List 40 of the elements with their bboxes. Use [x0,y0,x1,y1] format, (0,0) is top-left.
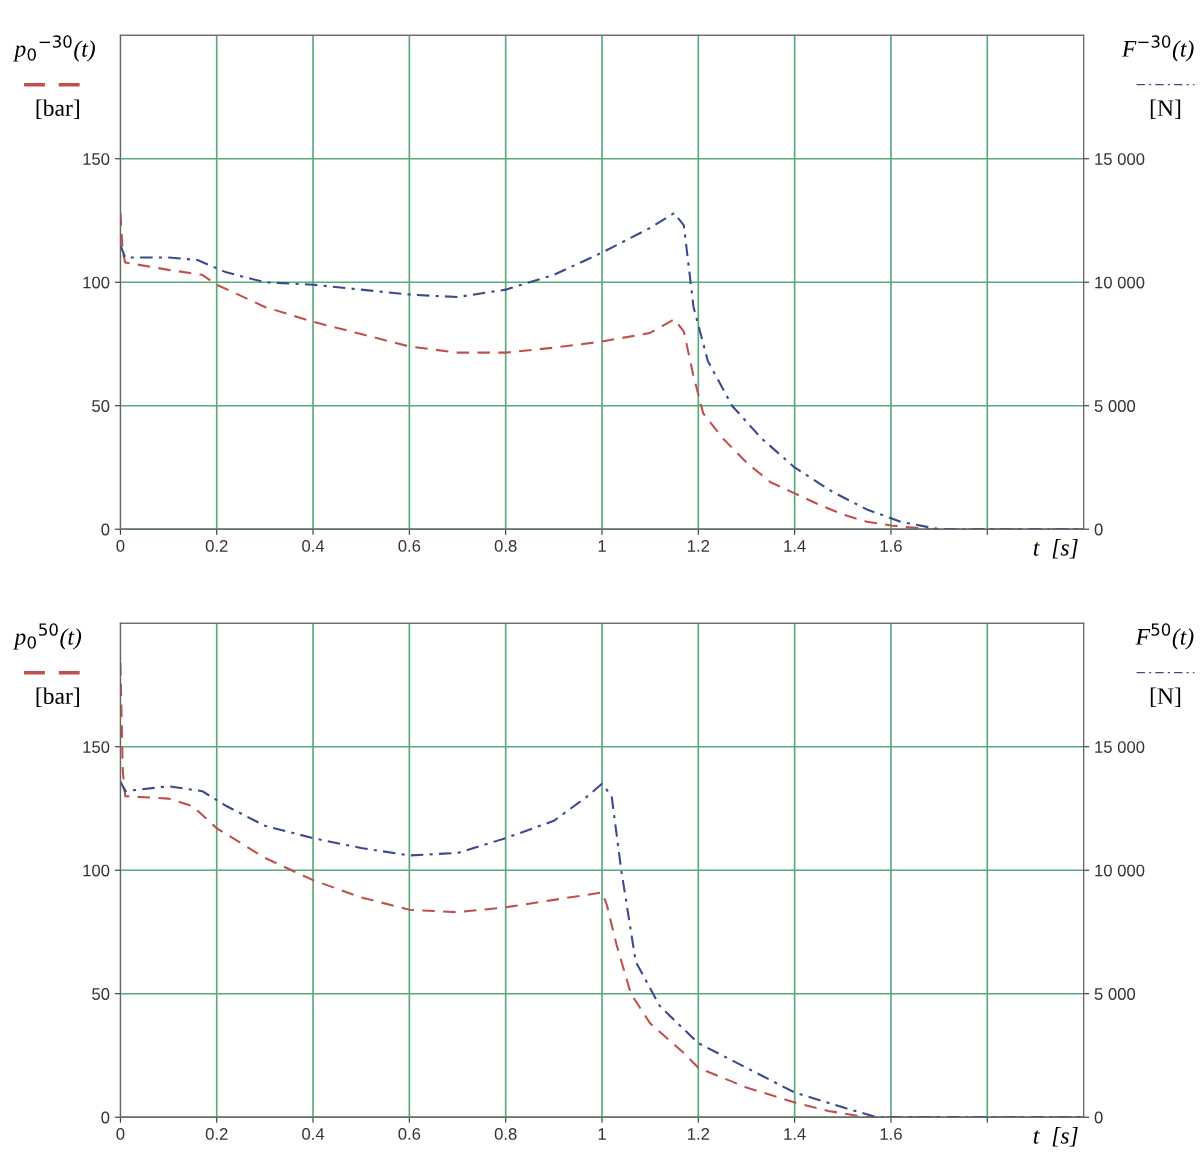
x-tick-label: 0.2 [205,1128,228,1140]
y-tick-label: 50 [92,400,110,412]
x-tick-label: 0.2 [205,540,228,552]
y2-tick-label: 0 [1094,1111,1103,1124]
x-axis-title: t [s] [1033,539,1078,559]
y2-tick-label: 10 000 [1095,864,1145,877]
x-tick-label: 0.6 [398,540,421,552]
x-tick-label: 1.2 [688,1128,710,1140]
text: F$^{−30}$(t) [N] [1121,35,1194,120]
text: p$_{0}$$^{−30}$(t) [bar] [13,35,95,120]
y2-tick-label: 5 000 [1094,400,1136,412]
x-tick-label: 0.8 [494,1128,517,1140]
x-tick-label: 0.4 [302,1128,325,1140]
x-axis-title: t [s] [1033,1127,1078,1147]
x-tick-label: 1.6 [880,1128,902,1140]
x-tick-label: 1 [598,540,606,552]
y-tick-label: 0 [101,523,110,536]
text: p$_{0}$$^{50}$(t) [bar] [13,623,82,708]
x-tick-label: 1.2 [688,540,710,552]
y-tick-label: 150 [83,153,110,165]
x-tick-label: 0.8 [494,540,517,552]
x-tick-label: 0 [116,1128,125,1140]
x-tick-label: 0 [116,540,125,552]
x-tick-label: 1.6 [880,540,902,552]
x-tick-label: 0.4 [302,540,325,552]
y-tick-label: 100 [83,864,110,877]
y-tick-label: 0 [101,1111,110,1124]
x-tick-label: 1 [598,1128,606,1140]
y-tick-label: 50 [92,988,110,1000]
y-tick-label: 150 [83,741,110,753]
y2-tick-label: 10 000 [1095,276,1145,289]
y2-tick-label: 0 [1094,523,1103,536]
x-tick-label: 1.4 [784,1128,806,1140]
text: F$^{50}$(t) [N] [1135,623,1194,708]
y2-tick-label: 5 000 [1094,988,1136,1000]
y2-tick-label: 15 000 [1095,741,1145,753]
x-tick-label: 1.4 [784,540,806,552]
y2-tick-label: 15 000 [1095,153,1145,165]
x-tick-label: 0.6 [398,1128,421,1140]
y-tick-label: 100 [83,276,110,289]
